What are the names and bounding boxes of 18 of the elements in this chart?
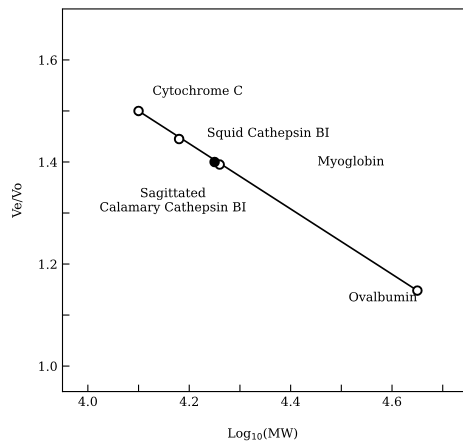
point bbox=[174, 134, 184, 144]
y-tick-label: 1.4 bbox=[39, 157, 58, 167]
annotation: Sagittated Calamary Cathepsin BI bbox=[100, 188, 246, 214]
y-axis-title: Ve/Vo bbox=[12, 183, 22, 218]
annotation: Ovalbumin bbox=[349, 292, 417, 302]
x-tick-label: 4.4 bbox=[281, 396, 300, 406]
x-tick-label: 4.2 bbox=[180, 396, 198, 406]
x-tick-label: 4.0 bbox=[78, 396, 97, 406]
x-axis-title: Log$_{10}$(MW) bbox=[228, 428, 298, 440]
y-tick-label: 1.0 bbox=[39, 362, 57, 372]
annotation: Myoglobin bbox=[318, 156, 384, 168]
y-tick-label: 1.2 bbox=[39, 260, 56, 269]
annotation: Squid Cathepsin BI bbox=[208, 127, 329, 140]
point bbox=[133, 106, 144, 116]
y-tick-label: 1.6 bbox=[39, 55, 57, 65]
point bbox=[209, 156, 220, 168]
x-tick-label: 4.6 bbox=[382, 396, 402, 406]
annotation: Cytochrome C bbox=[153, 85, 242, 98]
